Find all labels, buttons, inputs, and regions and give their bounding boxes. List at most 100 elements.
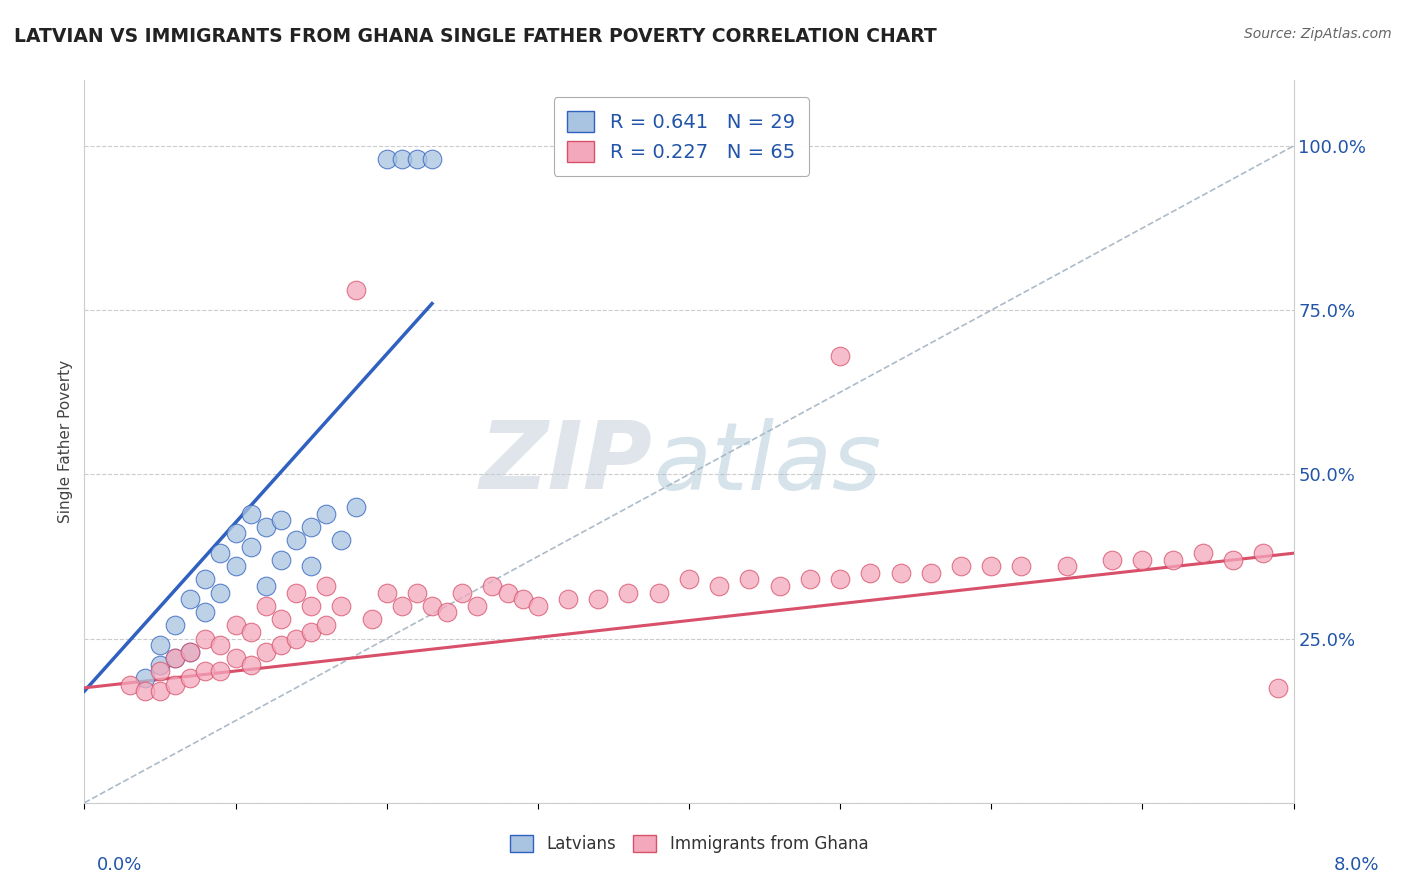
Point [134, 671, 156, 685]
Point [980, 559, 1002, 574]
Point [239, 540, 262, 554]
Point [648, 585, 671, 599]
Point [209, 546, 232, 560]
Point [391, 152, 413, 166]
Point [346, 500, 368, 515]
Point [254, 520, 277, 534]
Point [830, 349, 852, 363]
Point [406, 585, 429, 599]
Point [299, 520, 322, 534]
Point [165, 618, 187, 632]
Legend: Latvians, Immigrants from Ghana: Latvians, Immigrants from Ghana [503, 828, 875, 860]
Point [1056, 559, 1078, 574]
Point [194, 573, 217, 587]
Point [225, 559, 247, 574]
Point [1192, 546, 1215, 560]
Point [360, 612, 382, 626]
Point [920, 566, 942, 580]
Point [194, 605, 217, 619]
Point [406, 152, 429, 166]
Point [179, 645, 201, 659]
Point [118, 677, 141, 691]
Point [890, 566, 912, 580]
Point [557, 592, 579, 607]
Point [299, 559, 322, 574]
Point [1161, 553, 1184, 567]
Point [179, 671, 201, 685]
Point [481, 579, 503, 593]
Point [496, 585, 519, 599]
Point [285, 533, 308, 547]
Point [254, 645, 277, 659]
Point [375, 585, 398, 599]
Point [420, 599, 443, 613]
Point [512, 592, 534, 607]
Point [950, 559, 973, 574]
Point [617, 585, 640, 599]
Point [299, 599, 322, 613]
Point [769, 579, 792, 593]
Point [285, 632, 308, 646]
Point [239, 625, 262, 640]
Point [330, 599, 353, 613]
Point [149, 665, 172, 679]
Point [194, 632, 217, 646]
Point [375, 152, 398, 166]
Point [254, 579, 277, 593]
Point [134, 684, 156, 698]
Point [799, 573, 821, 587]
Point [225, 526, 247, 541]
Point [149, 657, 172, 672]
Point [315, 618, 337, 632]
Point [270, 612, 292, 626]
Point [239, 657, 262, 672]
Point [165, 651, 187, 665]
Point [270, 513, 292, 527]
Point [270, 638, 292, 652]
Point [270, 553, 292, 567]
Point [299, 625, 322, 640]
Point [420, 152, 443, 166]
Point [209, 585, 232, 599]
Point [1222, 553, 1244, 567]
Point [1132, 553, 1154, 567]
Text: LATVIAN VS IMMIGRANTS FROM GHANA SINGLE FATHER POVERTY CORRELATION CHART: LATVIAN VS IMMIGRANTS FROM GHANA SINGLE … [14, 27, 936, 45]
Point [209, 665, 232, 679]
Point [149, 638, 172, 652]
Text: atlas: atlas [652, 417, 882, 508]
Point [330, 533, 353, 547]
Point [285, 585, 308, 599]
Point [194, 665, 217, 679]
Point [225, 651, 247, 665]
Point [315, 579, 337, 593]
Point [467, 599, 489, 613]
Point [1253, 546, 1275, 560]
Point [315, 507, 337, 521]
Text: 0.0%: 0.0% [97, 856, 142, 874]
Text: Source: ZipAtlas.com: Source: ZipAtlas.com [1244, 27, 1392, 41]
Point [678, 573, 700, 587]
Point [165, 677, 187, 691]
Point [346, 284, 368, 298]
Point [738, 573, 761, 587]
Point [859, 566, 882, 580]
Point [225, 618, 247, 632]
Point [588, 592, 610, 607]
Y-axis label: Single Father Poverty: Single Father Poverty [58, 360, 73, 523]
Point [239, 507, 262, 521]
Point [1101, 553, 1123, 567]
Text: ZIP: ZIP [479, 417, 652, 509]
Point [527, 599, 550, 613]
Point [254, 599, 277, 613]
Point [165, 651, 187, 665]
Point [1011, 559, 1033, 574]
Point [436, 605, 458, 619]
Point [179, 592, 201, 607]
Point [1267, 681, 1289, 695]
Point [179, 645, 201, 659]
Point [149, 684, 172, 698]
Point [391, 599, 413, 613]
Point [209, 638, 232, 652]
Point [709, 579, 731, 593]
Text: 8.0%: 8.0% [1334, 856, 1379, 874]
